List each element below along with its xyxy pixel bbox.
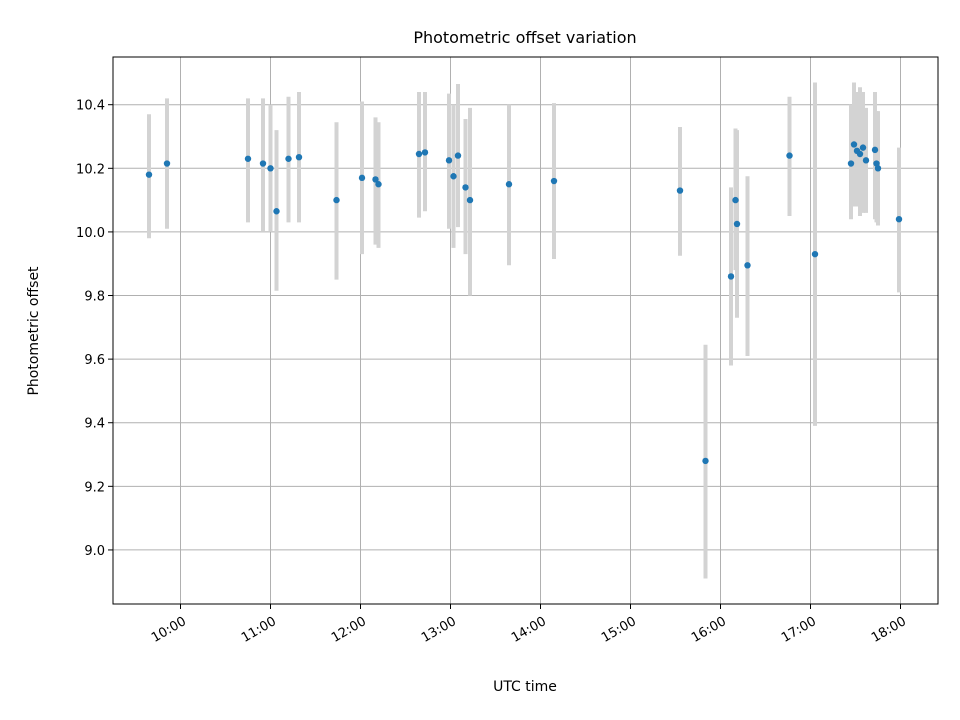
y-tick-label: 10.4 [76,99,105,114]
data-point [273,208,280,215]
data-point [421,149,429,156]
y-tick-label: 9.8 [84,290,105,305]
y-tick-label: 9.0 [84,544,105,559]
x-tick-label: 10:00 [149,614,189,646]
grid [113,57,938,604]
x-tick-label: 11:00 [239,614,279,646]
data-point [856,150,864,158]
y-tick-label: 10.0 [76,226,105,241]
data-point [244,155,252,162]
data-point [871,146,879,154]
data-point [163,160,171,167]
data-point [874,165,882,172]
data-point [859,144,867,151]
data-point [895,215,903,223]
x-tick-label: 17:00 [779,614,819,646]
y-axis-ticks: 9.0 9.2 9.4 9.6 9.8 10.0 10.2 10.4 [76,99,113,559]
data-point [550,177,558,185]
data-points [145,141,903,465]
data-point [862,157,870,164]
data-point [462,184,469,191]
data-point [372,176,379,183]
data-point [333,196,340,204]
x-tick-label: 13:00 [419,614,459,646]
data-point [145,171,153,178]
data-point [259,160,267,167]
data-point [676,187,684,194]
data-point [733,220,741,228]
y-tick-label: 10.2 [76,162,105,177]
x-tick-label: 18:00 [869,614,909,646]
data-point [358,174,366,182]
data-point [415,150,423,158]
data-point [850,141,858,148]
data-point [811,250,819,258]
y-tick-label: 9.6 [84,353,105,368]
x-axis-label: UTC time [493,679,557,695]
y-tick-label: 9.4 [84,417,105,432]
x-axis-ticks: 10:00 11:00 12:00 13:00 14:00 15:00 16:00 17:00… [149,604,909,646]
data-point [847,160,855,167]
data-point [375,181,382,188]
chart-title: Photometric offset variation [413,28,636,47]
error-bars [147,82,901,579]
data-point [786,152,793,159]
data-point [285,155,292,162]
x-tick-label: 15:00 [599,614,639,646]
y-axis-label: Photometric offset [26,266,42,396]
data-point [727,273,735,280]
data-point [295,153,303,161]
x-tick-label: 16:00 [689,614,729,646]
data-point [454,152,462,159]
data-point [505,181,513,188]
data-point [732,196,739,204]
y-tick-label: 9.2 [84,480,105,495]
plot-frame [112,56,939,605]
data-point [445,157,453,164]
data-point [450,173,457,180]
data-point [466,196,474,204]
data-point [267,165,274,172]
x-tick-label: 14:00 [509,614,549,646]
data-point [744,262,751,269]
x-tick-label: 12:00 [329,614,369,646]
data-point [702,457,709,465]
